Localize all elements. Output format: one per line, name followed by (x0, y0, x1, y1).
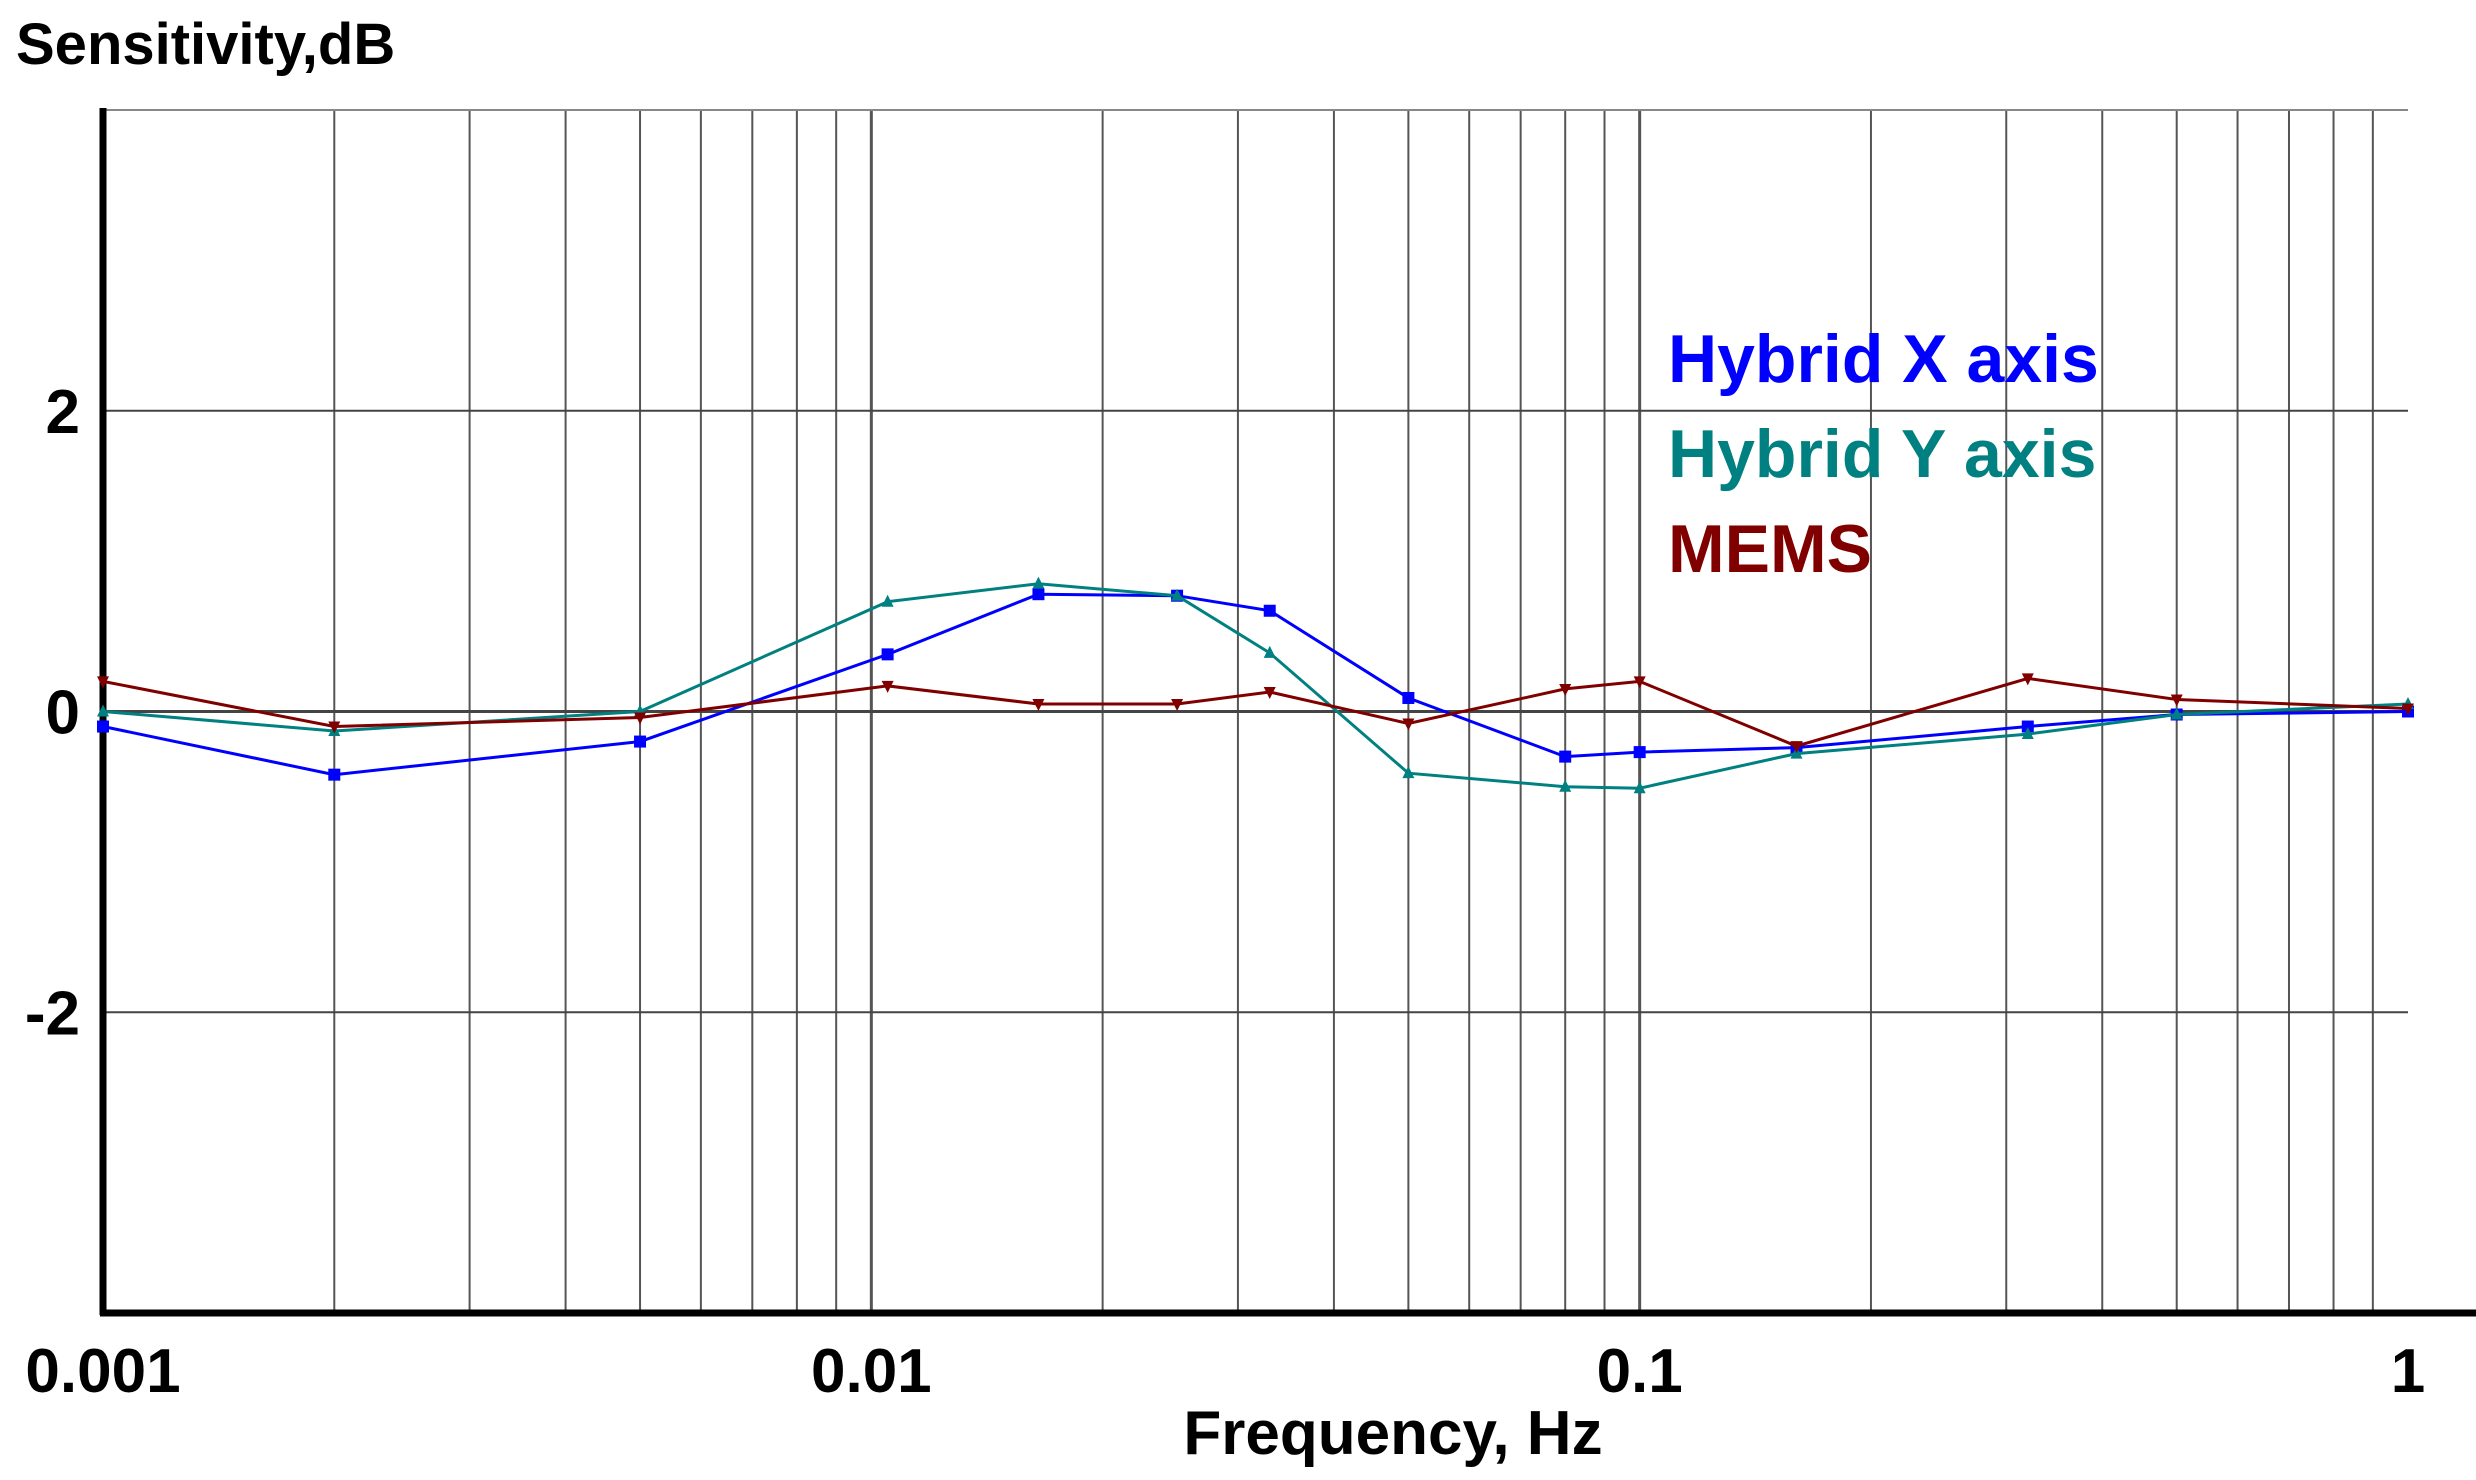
data-point (1559, 779, 1572, 792)
series-2 (97, 576, 2414, 794)
data-point (1032, 698, 1045, 711)
y-tick-label: 0 (46, 679, 80, 748)
series-line (102, 676, 2409, 748)
data-point (1402, 718, 1415, 731)
data-point (881, 648, 894, 661)
data-point (1263, 645, 1276, 658)
series-line (102, 582, 2409, 790)
data-point (1633, 676, 1646, 689)
data-point (881, 594, 894, 607)
data-point (1633, 746, 1646, 759)
data-point (1402, 766, 1415, 779)
data-point (2021, 727, 2034, 740)
data-point (1402, 691, 1415, 704)
data-point (1171, 698, 1184, 711)
y-tick-label: -2 (25, 979, 80, 1048)
data-point (634, 712, 647, 725)
legend-entry: Hybrid Y axis (1668, 416, 2096, 492)
y-tick-label: 2 (46, 378, 80, 447)
series-line (102, 592, 2409, 777)
series-1 (97, 588, 2414, 781)
data-point (1790, 741, 1803, 754)
data-point (328, 721, 341, 734)
x-tick-label: 0.01 (811, 1337, 932, 1406)
tick-labels: 0.001 0.01 0.1 1 2 0 -2 (25, 378, 2425, 1406)
data-point (1559, 750, 1572, 763)
legend: Hybrid X axis Hybrid Y axis MEMS (1668, 321, 2099, 587)
data-point (634, 735, 647, 748)
data-point (1263, 604, 1276, 617)
x-tick-label: 1 (2391, 1337, 2425, 1406)
data-point (1263, 686, 1276, 699)
data-point (2021, 720, 2034, 733)
data-point (1559, 683, 1572, 696)
series-3 (97, 673, 2414, 754)
data-point (881, 680, 894, 693)
x-tick-label: 0.001 (25, 1337, 180, 1406)
y-axis-title: Sensitivity,dB (16, 12, 395, 77)
legend-entry: MEMS (1668, 511, 1872, 587)
data-point (97, 676, 109, 689)
x-axis-title: Frequency, Hz (1183, 1399, 1602, 1468)
x-tick-label: 0.1 (1597, 1337, 1683, 1406)
series-layer (97, 576, 2414, 794)
data-point (2170, 707, 2183, 720)
data-point (1633, 781, 1646, 794)
data-point (2170, 694, 2183, 707)
data-point (1032, 588, 1045, 601)
legend-entry: Hybrid X axis (1668, 321, 2099, 397)
data-point (328, 768, 341, 781)
data-point (2402, 703, 2414, 716)
data-point (1171, 588, 1184, 601)
data-point (2021, 673, 2034, 686)
data-point (1032, 576, 1045, 589)
data-point (97, 704, 109, 717)
data-point (97, 720, 109, 733)
